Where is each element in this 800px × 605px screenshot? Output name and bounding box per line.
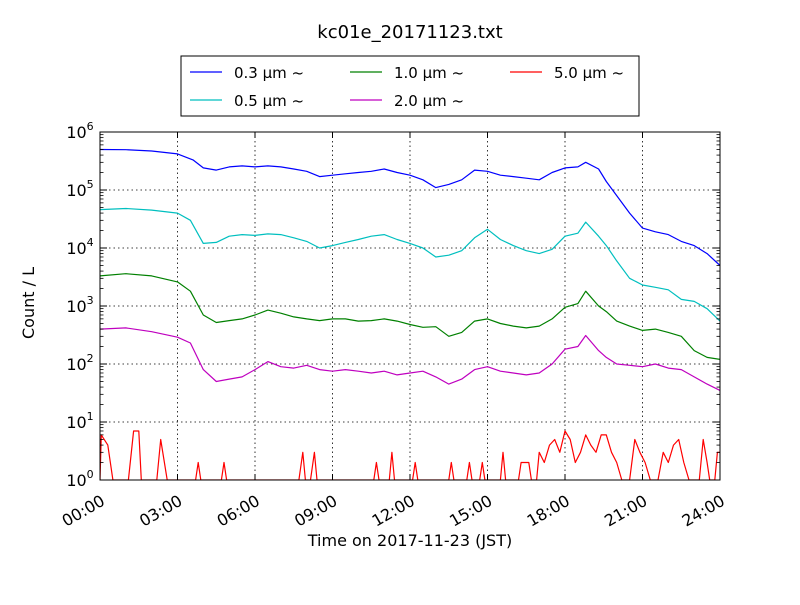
legend: 0.3 μm ~ 0.5 μm ~ 1.0 μm ~ 2.0 μm ~ 5.0 μm ~ [180,55,640,117]
series-line-2 [100,273,720,360]
x-tick-label: 15:00 [446,491,495,531]
series-line-4 [100,430,720,480]
y-tick-label: 104 [66,236,93,258]
legend-box [180,55,640,117]
y-tick-exponent: 3 [87,294,94,307]
y-tick-exponent: 0 [87,468,94,481]
y-tick-exponent: 2 [87,352,94,365]
x-tick-label: 12:00 [369,491,418,531]
y-tick-label: 103 [66,294,93,316]
legend-label-0: 0.3 μm ~ [234,64,304,82]
x-tick-label: 09:00 [291,491,340,531]
legend-label-2: 1.0 μm ~ [394,64,464,82]
x-tick-label: 18:00 [524,491,573,531]
x-axis-title: Time on 2017-11-23 (JST) [307,531,512,550]
ticks [99,131,721,481]
series-line-1 [100,207,720,322]
y-tick-base: 10 [66,355,86,374]
x-tick-labels: 00:00 03:00 06:00 09:00 12:00 15:00 18:00 21:00… [59,491,728,531]
y-tick-exponent: 6 [87,120,94,133]
x-tick-label: 24:00 [679,491,728,531]
series-line-0 [100,148,720,266]
y-tick-label: 102 [66,352,93,374]
legend-label-4: 5.0 μm ~ [554,64,624,82]
y-tick-base: 10 [66,181,86,200]
y-tick-exponent: 1 [87,410,94,423]
legend-label-1: 0.5 μm ~ [234,92,304,110]
series-line-3 [100,327,720,391]
y-tick-base: 10 [66,471,86,490]
x-tick-label: 03:00 [136,491,185,531]
x-tick-label: 21:00 [601,491,650,531]
y-tick-base: 10 [66,123,86,142]
y-tick-base: 10 [66,297,86,316]
y-tick-base: 10 [66,239,86,258]
grid [100,132,720,480]
y-tick-exponent: 4 [87,236,94,249]
y-tick-label: 101 [66,410,93,432]
y-tick-label: 106 [66,120,93,142]
legend-label-3: 2.0 μm ~ [394,92,464,110]
y-tick-base: 10 [66,413,86,432]
chart-title: kc01e_20171123.txt [317,22,502,43]
y-tick-label: 100 [66,468,93,490]
y-axis-title: Count / L [19,267,38,339]
series-layer [100,148,720,480]
y-tick-label: 105 [66,178,93,200]
y-tick-exponent: 5 [87,178,94,191]
x-tick-label: 00:00 [59,491,108,531]
x-tick-label: 06:00 [214,491,263,531]
